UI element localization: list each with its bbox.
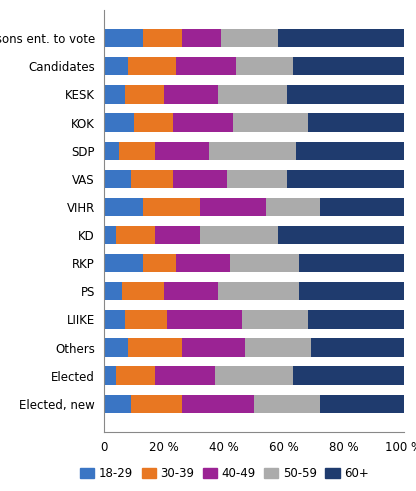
Bar	[134, 113, 173, 132]
Bar	[104, 310, 125, 328]
Bar	[125, 310, 167, 328]
Bar	[299, 254, 404, 273]
Bar	[104, 395, 131, 413]
Bar	[155, 141, 209, 160]
Bar	[104, 169, 131, 188]
Bar	[128, 338, 182, 356]
Bar	[104, 366, 116, 385]
Bar	[104, 57, 128, 76]
Bar	[215, 366, 293, 385]
Bar	[182, 338, 245, 356]
Bar	[308, 113, 404, 132]
Bar	[131, 169, 173, 188]
Bar	[242, 310, 308, 328]
Bar	[218, 282, 299, 300]
Bar	[122, 282, 164, 300]
Bar	[104, 198, 143, 216]
Bar	[104, 226, 116, 244]
Legend: 18-29, 30-39, 40-49, 50-59, 60+: 18-29, 30-39, 40-49, 50-59, 60+	[76, 463, 374, 485]
Bar	[296, 141, 404, 160]
Bar	[293, 57, 404, 76]
Bar	[104, 141, 119, 160]
Bar	[319, 198, 404, 216]
Bar	[104, 338, 128, 356]
Bar	[116, 366, 155, 385]
Bar	[173, 113, 233, 132]
Bar	[308, 310, 404, 328]
Bar	[164, 282, 218, 300]
Bar	[164, 85, 218, 104]
Bar	[143, 198, 200, 216]
Bar	[287, 169, 404, 188]
Bar	[176, 254, 230, 273]
Bar	[119, 141, 155, 160]
Bar	[131, 395, 182, 413]
Bar	[293, 366, 404, 385]
Bar	[128, 57, 176, 76]
Bar	[254, 395, 319, 413]
Bar	[104, 29, 143, 47]
Bar	[236, 57, 293, 76]
Bar	[173, 169, 227, 188]
Bar	[155, 366, 215, 385]
Bar	[104, 282, 122, 300]
Bar	[176, 57, 236, 76]
Bar	[266, 198, 319, 216]
Bar	[278, 226, 404, 244]
Bar	[104, 85, 125, 104]
Bar	[182, 395, 254, 413]
Bar	[104, 254, 143, 273]
Bar	[227, 169, 287, 188]
Bar	[167, 310, 242, 328]
Bar	[230, 254, 299, 273]
Bar	[319, 395, 404, 413]
Bar	[287, 85, 404, 104]
Bar	[233, 113, 308, 132]
Bar	[311, 338, 404, 356]
Bar	[200, 198, 266, 216]
Bar	[125, 85, 164, 104]
Bar	[104, 113, 134, 132]
Bar	[143, 29, 182, 47]
Bar	[299, 282, 404, 300]
Bar	[182, 29, 221, 47]
Bar	[155, 226, 200, 244]
Bar	[218, 85, 287, 104]
Bar	[278, 29, 404, 47]
Bar	[143, 254, 176, 273]
Bar	[209, 141, 296, 160]
Bar	[245, 338, 311, 356]
Bar	[200, 226, 278, 244]
Bar	[221, 29, 278, 47]
Bar	[116, 226, 155, 244]
